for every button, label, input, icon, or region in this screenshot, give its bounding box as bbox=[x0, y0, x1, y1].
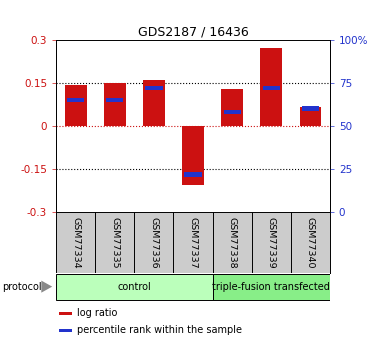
Bar bbox=[184, 172, 202, 177]
Text: control: control bbox=[118, 282, 151, 292]
Text: GSM77339: GSM77339 bbox=[267, 217, 276, 269]
Bar bbox=[146, 86, 163, 90]
Bar bbox=[182, 126, 204, 185]
Text: GSM77335: GSM77335 bbox=[110, 217, 120, 269]
Bar bbox=[253, 213, 290, 271]
Text: GSM77334: GSM77334 bbox=[71, 217, 80, 269]
Bar bbox=[57, 213, 95, 271]
Text: percentile rank within the sample: percentile rank within the sample bbox=[77, 325, 242, 335]
Text: log ratio: log ratio bbox=[77, 308, 117, 318]
Text: GSM77340: GSM77340 bbox=[306, 217, 315, 268]
Text: triple-fusion transfected: triple-fusion transfected bbox=[212, 282, 330, 292]
Text: GSM77337: GSM77337 bbox=[189, 217, 197, 269]
Bar bbox=[291, 213, 329, 271]
Text: GSM77336: GSM77336 bbox=[149, 217, 158, 269]
Text: GSM77338: GSM77338 bbox=[228, 217, 237, 269]
Bar bbox=[260, 48, 282, 126]
Bar bbox=[174, 213, 212, 271]
Text: protocol: protocol bbox=[2, 282, 42, 292]
Bar bbox=[300, 107, 321, 126]
Bar bbox=[59, 312, 72, 315]
Bar bbox=[222, 89, 243, 126]
Bar bbox=[56, 274, 213, 300]
Bar bbox=[301, 106, 319, 111]
Bar bbox=[67, 98, 85, 102]
Title: GDS2187 / 16436: GDS2187 / 16436 bbox=[138, 26, 248, 39]
Polygon shape bbox=[42, 280, 52, 293]
Bar bbox=[104, 83, 126, 126]
Bar bbox=[143, 80, 165, 126]
Bar bbox=[213, 274, 330, 300]
Bar bbox=[59, 329, 72, 332]
Bar bbox=[135, 213, 173, 271]
Bar bbox=[65, 85, 87, 126]
Bar bbox=[263, 86, 280, 90]
Bar bbox=[213, 213, 251, 271]
Bar bbox=[223, 110, 241, 115]
Bar bbox=[106, 98, 123, 102]
Bar bbox=[96, 213, 133, 271]
